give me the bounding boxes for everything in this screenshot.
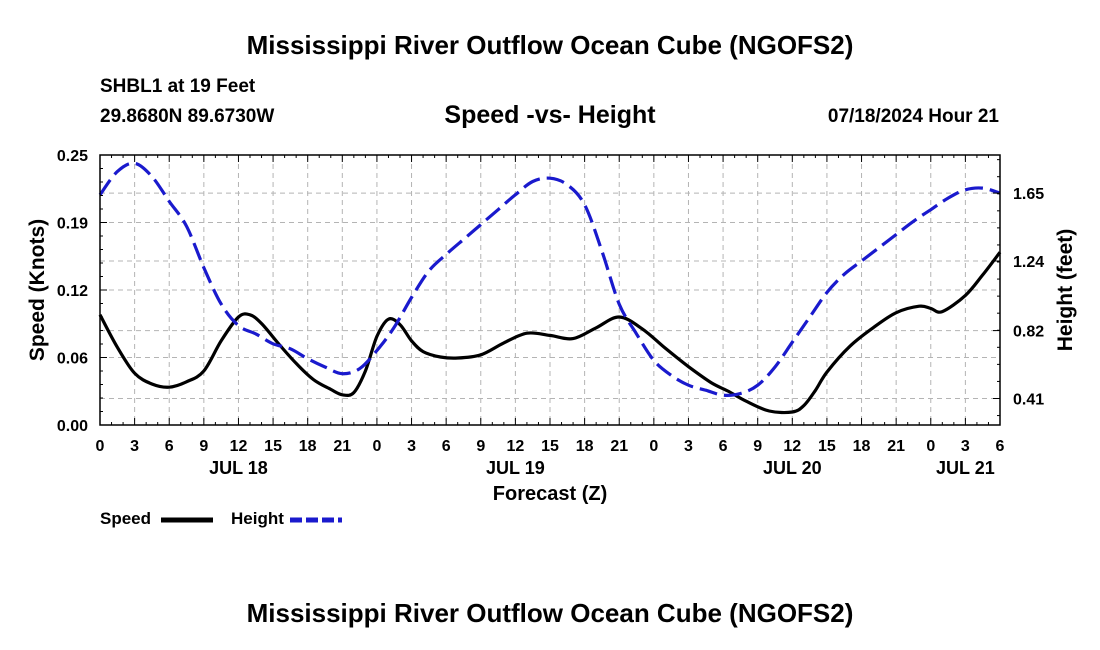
x-tick-label: 21 [610, 438, 628, 455]
forecast-datetime: 07/18/2024 Hour 21 [827, 106, 999, 127]
y-tick-label-right: 0.41 [1013, 391, 1044, 408]
x-tick-label: 3 [130, 438, 139, 455]
x-tick-label: 18 [853, 438, 871, 455]
date-label: JUL 20 [763, 458, 822, 478]
x-tick-label: 6 [996, 438, 1005, 455]
y-tick-label-right: 1.65 [1013, 186, 1044, 203]
x-tick-label: 18 [299, 438, 317, 455]
y-tick-label-left: 0.06 [57, 351, 88, 368]
x-tick-label: 15 [541, 438, 559, 455]
y-tick-label-left: 0.12 [57, 283, 88, 300]
x-tick-label: 0 [96, 438, 105, 455]
x-tick-label: 12 [783, 438, 801, 455]
legend-speed-label: Speed [100, 509, 152, 528]
series-speed-line [98, 251, 1002, 415]
tick-marks [99, 154, 1001, 426]
x-tick-label: 15 [264, 438, 282, 455]
x-tick-label: 3 [684, 438, 693, 455]
x-tick-label: 6 [442, 438, 451, 455]
x-tick-label: 0 [372, 438, 381, 455]
x-tick-label: 9 [199, 438, 208, 455]
x-tick-label: 0 [926, 438, 935, 455]
x-tick-label: 6 [719, 438, 728, 455]
series-height-line [98, 161, 1001, 397]
x-tick-label: 6 [165, 438, 174, 455]
x-tick-label: 12 [506, 438, 524, 455]
date-label: JUL 21 [936, 458, 995, 478]
x-tick-label: 3 [961, 438, 970, 455]
y-tick-label-right: 0.82 [1013, 324, 1044, 341]
station-label: SHBL1 at 19 Feet [100, 76, 256, 97]
date-label: JUL 18 [209, 458, 268, 478]
x-tick-label: 18 [576, 438, 594, 455]
y-tick-label-left: 0.00 [57, 418, 88, 435]
axis-labels: 0 3 6 9 12 15 18 21 0 3 6 9 12 15 18 21 0 3 6 9 12 15 18 21 0 3 6 0… [26, 148, 1077, 505]
series-layer [98, 161, 1002, 415]
x-tick-label: 0 [649, 438, 658, 455]
y-tick-label-left: 0.19 [57, 216, 88, 233]
x-tick-label: 21 [887, 438, 905, 455]
x-axis-title: Forecast (Z) [493, 483, 607, 505]
x-tick-label: 15 [818, 438, 836, 455]
y-axis-title-right: Height (feet) [1054, 229, 1077, 352]
chart-title: Mississippi River Outflow Ocean Cube (NG… [246, 30, 854, 60]
grid [100, 155, 1000, 425]
x-tick-label: 12 [230, 438, 248, 455]
y-axis-title-left: Speed (Knots) [26, 219, 49, 361]
x-tick-label: 3 [407, 438, 416, 455]
date-label: JUL 19 [486, 458, 545, 478]
x-tick-label: 9 [476, 438, 485, 455]
chart-subtitle: Speed -vs- Height [444, 101, 656, 129]
y-tick-label-right: 1.24 [1013, 254, 1044, 271]
y-tick-label-left: 0.25 [57, 148, 88, 165]
legend-height-label: Height [231, 509, 284, 528]
footer-title: Mississippi River Outflow Ocean Cube (NG… [246, 598, 854, 628]
station-coordinates: 29.8680N 89.6730W [100, 106, 275, 127]
x-tick-label: 9 [753, 438, 762, 455]
x-tick-label: 21 [333, 438, 351, 455]
